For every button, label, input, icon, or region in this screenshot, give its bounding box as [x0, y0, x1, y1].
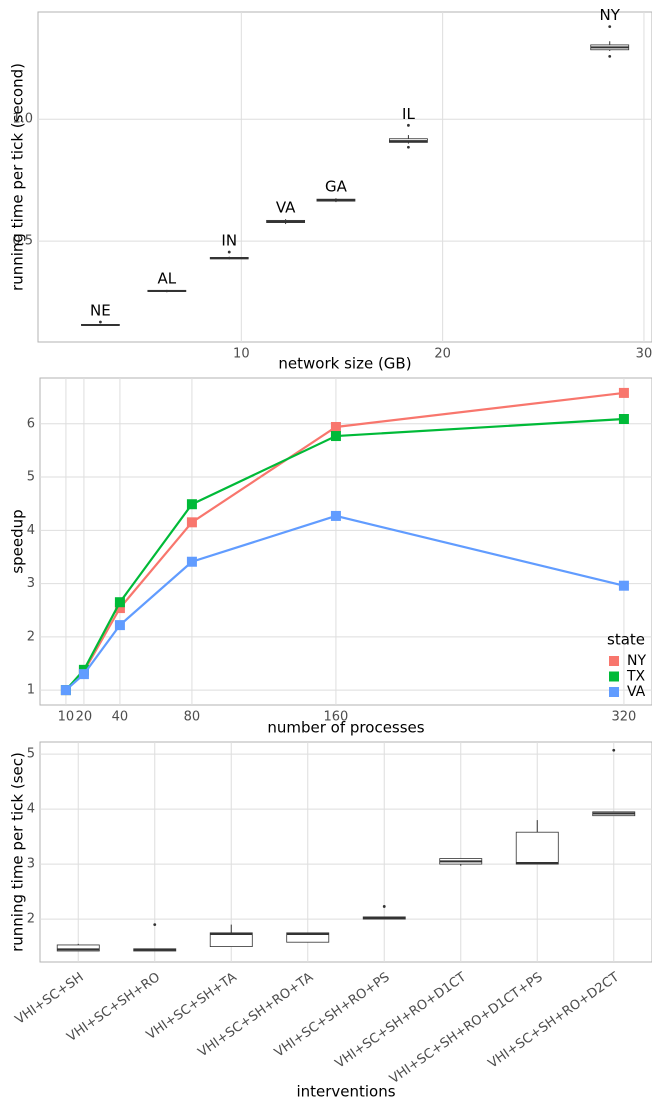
- box: [286, 932, 330, 943]
- box-label: IL: [402, 105, 415, 123]
- box: [515, 831, 559, 865]
- legend-label: TX: [626, 669, 646, 685]
- point: [78, 669, 89, 680]
- point: [618, 580, 629, 591]
- box: [56, 944, 100, 952]
- point: [114, 603, 125, 614]
- box-label: AL: [158, 269, 177, 287]
- panel: [39, 377, 652, 706]
- panel: [39, 741, 652, 963]
- outlier: [227, 250, 231, 254]
- point: [114, 620, 125, 631]
- x-axis-title: interventions: [296, 1083, 395, 1101]
- outlier: [608, 25, 612, 29]
- x-tick-label: VHI+SC+SH+RO+D2CT: [486, 970, 622, 1072]
- outlier: [608, 54, 612, 58]
- y-tick-label: 4: [27, 523, 35, 538]
- x-tick-label: 320: [612, 710, 637, 725]
- outlier: [153, 923, 157, 926]
- point: [618, 387, 629, 398]
- y-axis-title: speedup: [9, 509, 27, 573]
- panel: [37, 11, 652, 343]
- outlier: [407, 123, 410, 127]
- point: [330, 421, 341, 432]
- point: [330, 510, 341, 521]
- y-tick-label: 6: [27, 416, 35, 431]
- box-label: IN: [221, 232, 237, 250]
- box-label: NE: [90, 302, 111, 320]
- box-label: VA: [276, 199, 296, 217]
- point: [330, 431, 341, 442]
- point: [60, 685, 71, 696]
- legend-swatch: [609, 671, 619, 682]
- legend-title: state: [607, 631, 645, 649]
- legend-label: NY: [627, 653, 646, 669]
- point: [186, 517, 197, 528]
- y-tick-label: 2: [27, 629, 35, 644]
- box: [209, 932, 253, 947]
- y-tick-label: 1.0: [12, 112, 33, 127]
- x-tick-label: 20: [434, 347, 451, 362]
- x-tick-label: 20: [76, 710, 93, 725]
- point: [186, 556, 197, 567]
- box-label: NY: [600, 6, 621, 24]
- y-tick-label: 3: [27, 576, 35, 591]
- legend-swatch: [609, 656, 619, 666]
- y-tick-label: 5: [27, 470, 35, 485]
- x-axis-title: network size (GB): [278, 355, 411, 373]
- box-label: GA: [325, 178, 348, 196]
- y-tick-label: 4: [27, 802, 35, 817]
- x-axis-title: number of processes: [267, 719, 424, 737]
- x-tick-label: 30: [636, 347, 652, 362]
- outlier: [612, 748, 616, 752]
- y-tick-label: 5: [27, 747, 35, 762]
- point: [618, 414, 629, 425]
- y-tick-label: 1: [27, 683, 35, 698]
- y-axis-title: running time per tick (second): [9, 63, 27, 291]
- x-tick-label: 80: [184, 710, 201, 725]
- x-tick-label: 160: [324, 710, 349, 725]
- x-tick-label: 10: [233, 347, 250, 362]
- outlier: [407, 145, 410, 149]
- point: [114, 597, 125, 608]
- y-tick-label: 0.5: [12, 234, 33, 249]
- x-tick-label: VHI+SC+SH+RO+D1CT+PS: [387, 970, 545, 1087]
- x-tick-label: VHI+SC+SH: [13, 970, 87, 1028]
- legend-swatch: [609, 687, 619, 697]
- x-tick-label: 40: [112, 710, 129, 725]
- outlier: [382, 905, 386, 908]
- x-tick-label: VHI+SC+SH+RO+D1CT: [333, 970, 469, 1072]
- y-tick-label: 3: [27, 857, 35, 872]
- legend-label: VA: [627, 684, 646, 700]
- y-tick-label: 2: [27, 912, 35, 927]
- y-axis-title: running time per tick (sec): [9, 752, 27, 952]
- outlier: [99, 320, 102, 324]
- point: [186, 499, 197, 510]
- x-tick-label: 10: [58, 710, 75, 725]
